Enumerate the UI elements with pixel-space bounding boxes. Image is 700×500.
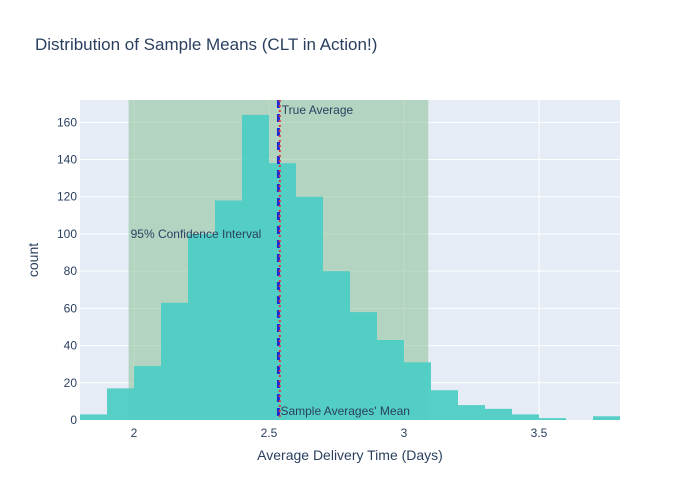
histogram-bar [323, 271, 350, 420]
y-tick-label: 60 [64, 301, 78, 315]
histogram-bar [404, 362, 431, 420]
histogram-bar [161, 302, 188, 420]
confidence-interval-label: 95% Confidence Interval [131, 227, 262, 241]
x-tick-label: 2.5 [261, 426, 278, 440]
histogram-bar [296, 196, 323, 420]
histogram-bar [269, 163, 296, 421]
histogram-bars [80, 114, 620, 421]
y-tick-label: 160 [57, 115, 77, 129]
true-average-label: True Average [282, 103, 354, 117]
histogram-bar [242, 114, 269, 420]
histogram-bar [512, 414, 539, 420]
y-tick-label: 20 [64, 376, 78, 390]
histogram-bar [431, 390, 458, 420]
x-axis-ticks: 2 2.5 3 3.5 [131, 426, 548, 440]
histogram-bar [188, 233, 215, 420]
histogram-bar [539, 418, 566, 420]
y-tick-label: 140 [57, 153, 77, 167]
histogram-bar [107, 388, 134, 420]
x-axis-title: Average Delivery Time (Days) [257, 447, 443, 463]
y-axis-title: count [25, 243, 41, 277]
histogram-bar [485, 408, 512, 420]
histogram-bar [215, 200, 242, 420]
y-tick-label: 0 [70, 413, 77, 427]
y-tick-label: 100 [57, 227, 77, 241]
histogram-bar [377, 340, 404, 420]
histogram-bar [134, 366, 161, 420]
y-tick-label: 40 [64, 339, 78, 353]
histogram-bar [593, 416, 620, 420]
y-tick-label: 80 [64, 264, 78, 278]
histogram-bar [458, 405, 485, 420]
sample-mean-label: Sample Averages' Mean [280, 404, 409, 418]
chart-title: Distribution of Sample Means (CLT in Act… [35, 35, 377, 54]
x-tick-label: 2 [131, 426, 138, 440]
y-tick-label: 120 [57, 190, 77, 204]
x-tick-label: 3.5 [531, 426, 548, 440]
x-tick-label: 3 [401, 426, 408, 440]
histogram-bar [350, 312, 377, 420]
histogram-bar [80, 414, 107, 420]
y-axis-ticks: 0 20 40 60 80 100 120 140 160 [57, 115, 77, 427]
